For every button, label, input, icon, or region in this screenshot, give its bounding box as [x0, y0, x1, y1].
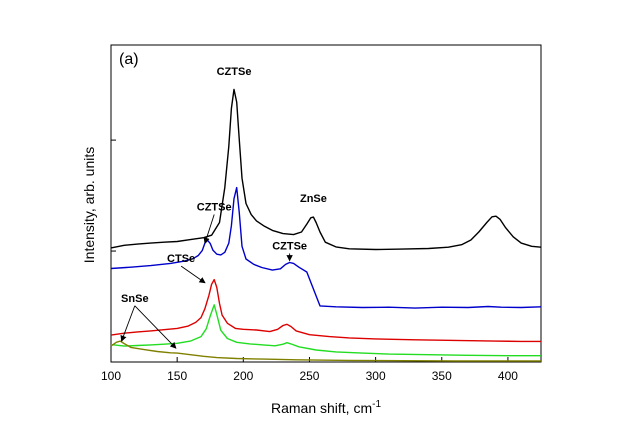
series-line-1: [110, 88, 542, 251]
annotation-arrow-ctse: [180, 265, 206, 284]
x-axis-ticks: 100 150 200 250 300 350 400: [101, 357, 518, 383]
annotation-znse: ZnSe: [300, 193, 327, 205]
annotation-arrow-snse: [134, 305, 177, 349]
x-tick-label: 100: [101, 369, 121, 383]
annotation-snse: SnSe: [121, 293, 149, 305]
x-tick-label: 350: [432, 369, 452, 383]
annotation-arrow-snse: [120, 305, 136, 342]
x-tick-label: 400: [498, 369, 518, 383]
annotation-ctse: CTSe: [167, 253, 195, 265]
x-axis-title-superscript: -1: [372, 399, 381, 410]
x-axis-title: Raman shift, cm-1: [271, 399, 381, 416]
x-tick-label: 250: [299, 369, 319, 383]
x-axis-title-main: Raman shift, cm: [271, 400, 372, 416]
annotation-czts-blue-mid: CZTSe: [272, 240, 307, 252]
series-line-5: [110, 340, 541, 362]
annotation-layer: CZTSe ZnSe CZTSe CZTSe CTSe SnSe: [120, 66, 327, 349]
x-tick-label: 150: [167, 369, 187, 383]
annotation-czts-blue-left: CZTSe: [197, 201, 232, 213]
annotation-arrow-czts-blue-left: [203, 214, 215, 244]
series-layer: [110, 88, 542, 362]
x-tick-label: 300: [366, 369, 386, 383]
series-line-2: [110, 186, 542, 309]
plot-frame: [110, 44, 542, 363]
x-tick-label: 200: [233, 369, 253, 383]
y-axis-ticks: [111, 139, 116, 363]
panel-label: (a): [119, 51, 139, 68]
annotation-czts-top: CZTSe: [217, 66, 252, 78]
series-line-3: [110, 278, 541, 343]
y-axis-title: Intensity, arb. units: [81, 147, 97, 263]
